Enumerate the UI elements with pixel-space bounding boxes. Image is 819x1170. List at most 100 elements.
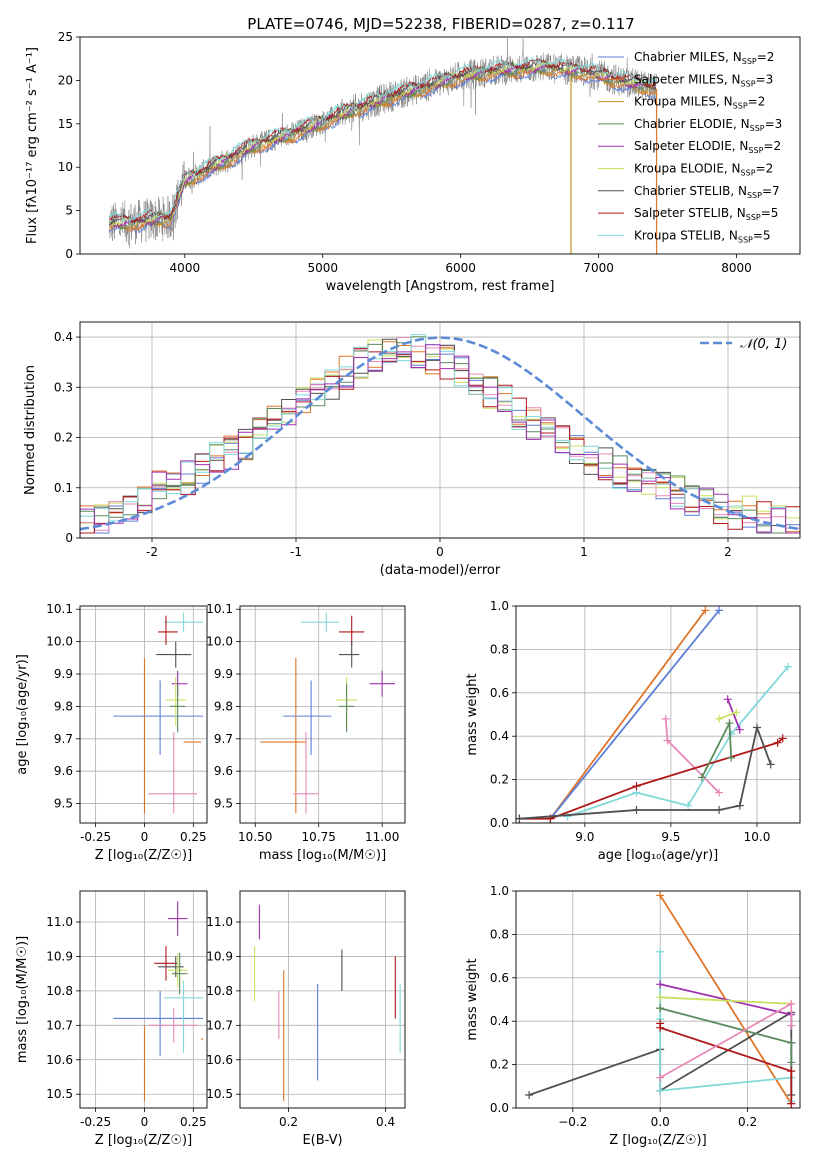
- y-tick-label: 10.5: [206, 1087, 233, 1101]
- legend-sub: SSP: [741, 169, 756, 178]
- y-tick-label: 10: [58, 160, 73, 174]
- weight-marker-chabrier_miles: [715, 606, 724, 615]
- y-tick-label: 10.0: [206, 635, 233, 649]
- x-tick-label: 0.4: [376, 1115, 395, 1129]
- y-tick-label: 10.6: [46, 1053, 73, 1067]
- weight-marker-chabrier_stelib: [632, 805, 641, 814]
- age-vs-mass-axes: 10.50 10.75 11.00 9.5 9.6 9.7 9.8 9.9 10.0 10.1 ma…: [206, 602, 405, 863]
- legend-tail: =2: [763, 139, 781, 153]
- residuals-axes: -2 -1 0 1 2 0 0.1 0.2 0.3 0.4 (data-model)/error No…: [23, 322, 800, 578]
- weight-line-kroupa_elodie: [718, 711, 737, 720]
- legend-sub: SSP: [733, 102, 748, 111]
- y-axis-label: mass weight: [465, 958, 480, 1040]
- mass-weight-vs-z-axes: −0.2 0.0 0.2 0.0 0.2 0.4 0.6 0.8 1.0 Z [log₁₀(Z/Z…: [465, 884, 800, 1148]
- x-tick-label: -2: [146, 545, 158, 559]
- y-tick-label: 9.9: [214, 667, 233, 681]
- legend-tail: =2: [748, 95, 766, 109]
- y-tick-label: 10.9: [206, 949, 233, 963]
- y-tick-label: 1.0: [490, 599, 509, 613]
- x-tick-label: 9.0: [575, 830, 594, 844]
- y-tick-label: 10.9: [46, 949, 73, 963]
- legend-entry-kroupa_stelib: Kroupa STELIB, NSSP=5: [634, 228, 771, 244]
- model-spectrum-salpeter_elodie: [108, 63, 657, 228]
- mass-vs-ebv-axes: 0.2 0.4 10.5 10.6 10.7 10.8 10.9 11.0 E(B-V): [206, 891, 405, 1148]
- y-axis-label: age [log₁₀(age/yr)]: [15, 654, 30, 775]
- mass-vs-z-axes: -0.25 0 0.25 10.5 10.6 10.7 10.8 10.9 11.0 Z [log…: [15, 891, 207, 1148]
- y-tick-label: 0.3: [54, 380, 73, 394]
- legend-normal-label: 𝒩(0, 1): [740, 337, 787, 352]
- legend-sub: SSP: [747, 191, 762, 200]
- weight-marker-chabrier_stelib: [752, 723, 761, 732]
- weight-line-kroupa_stelib: [567, 666, 789, 818]
- model-spectrum-kroupa_elodie: [108, 60, 657, 228]
- weight-marker-pink: [663, 736, 672, 745]
- y-tick-label: 10.8: [46, 984, 73, 998]
- legend-tail: =3: [765, 117, 783, 131]
- y-axis-label: mass weight: [465, 673, 480, 755]
- legend-entry-salpeter_elodie: Salpeter ELODIE, NSSP=2: [634, 139, 781, 155]
- weight-marker-chabrier_elodie: [727, 753, 736, 762]
- legend-sub: SSP: [748, 146, 763, 155]
- model-spectrum-chabrier_elodie: [108, 64, 657, 231]
- weight-line-kroupa_elodie: [660, 996, 792, 1005]
- weight-marker-chabrier_stelib: [525, 1090, 534, 1099]
- weight-marker-chabrier_stelib: [766, 760, 775, 769]
- weight-line-salpeter_elodie: [659, 983, 792, 1016]
- x-axis-label: age [log₁₀(age/yr)]: [598, 848, 719, 863]
- weight-marker-chabrier_stelib: [515, 814, 524, 823]
- legend-sub: SSP: [750, 124, 765, 133]
- weight-marker-pink: [715, 788, 724, 797]
- legend-entry-chabrier_miles: Chabrier MILES, NSSP=2: [634, 50, 774, 66]
- y-tick-label: 0: [65, 531, 73, 545]
- legend-label: Chabrier STELIB, N: [634, 184, 747, 198]
- weight-marker-pink: [787, 999, 796, 1008]
- weight-line-pink: [664, 718, 720, 794]
- weight-marker-salpeter_stelib: [787, 1067, 796, 1076]
- weight-line-pink: [659, 1002, 793, 1079]
- y-tick-label: 10.6: [206, 1053, 233, 1067]
- weight-marker-salpeter_elodie: [723, 695, 732, 704]
- legend-label: Kroupa STELIB, N: [634, 228, 738, 242]
- y-tick-label: 0.2: [490, 1058, 509, 1072]
- y-tick-label: 0.6: [490, 686, 509, 700]
- x-tick-label: 2: [724, 545, 732, 559]
- y-tick-label: 0.4: [54, 330, 73, 344]
- weight-marker-pink: [787, 1021, 796, 1030]
- x-tick-label: 0: [141, 830, 149, 844]
- weight-marker-chabrier_elodie: [697, 773, 706, 782]
- legend-tail: =3: [756, 72, 774, 86]
- y-tick-label: 10.1: [206, 602, 233, 616]
- y-tick-label: 11.0: [46, 915, 73, 929]
- figure-title: PLATE=0746, MJD=52238, FIBERID=0287, z=0…: [247, 15, 634, 33]
- y-tick-label: 0.8: [490, 927, 509, 941]
- y-tick-label: 0.0: [490, 816, 509, 830]
- x-tick-label: 1: [580, 545, 588, 559]
- x-axis-label: Z [log₁₀(Z/Z☉)]: [95, 1133, 192, 1148]
- y-tick-label: 20: [58, 73, 73, 87]
- weight-line-chabrier_elodie: [701, 719, 733, 778]
- x-tick-label: 8000: [721, 261, 752, 275]
- legend-entry-kroupa_miles: Kroupa MILES, NSSP=2: [634, 95, 765, 111]
- x-axis-label: E(B-V): [302, 1133, 342, 1148]
- legend-tail: =2: [757, 50, 775, 64]
- age-vs-z-axes: -0.25 0 0.25 9.5 9.6 9.7 9.8 9.9 10.0 10.1 Z [log₁…: [15, 602, 207, 863]
- weight-line-salpeter_elodie: [726, 698, 741, 731]
- weight-line-chabrier_miles: [549, 609, 720, 820]
- legend-entry-chabrier_stelib: Chabrier STELIB, NSSP=7: [634, 184, 780, 200]
- weight-marker-salpeter_stelib: [773, 738, 782, 747]
- x-tick-label: 0.2: [738, 1115, 757, 1129]
- y-tick-label: 10.1: [46, 602, 73, 616]
- y-tick-label: 9.7: [54, 732, 73, 746]
- plot-frame: [79, 605, 208, 824]
- x-tick-label: 0.2: [279, 1115, 298, 1129]
- x-tick-label: 11.00: [365, 830, 399, 844]
- y-tick-label: 0: [65, 247, 73, 261]
- x-axis-label: mass [log₁₀(M/M☉)]: [259, 848, 386, 863]
- legend-tail: =5: [761, 206, 779, 220]
- x-tick-label: −0.2: [558, 1115, 587, 1129]
- y-tick-label: 11.0: [206, 915, 233, 929]
- y-axis-label: mass [log₁₀(M/M☉)]: [15, 936, 30, 1063]
- weight-marker-salpeter_elodie: [656, 980, 665, 989]
- charts-layer: 4000 5000 6000 7000 80000510152025wavelength…: [15, 30, 801, 1148]
